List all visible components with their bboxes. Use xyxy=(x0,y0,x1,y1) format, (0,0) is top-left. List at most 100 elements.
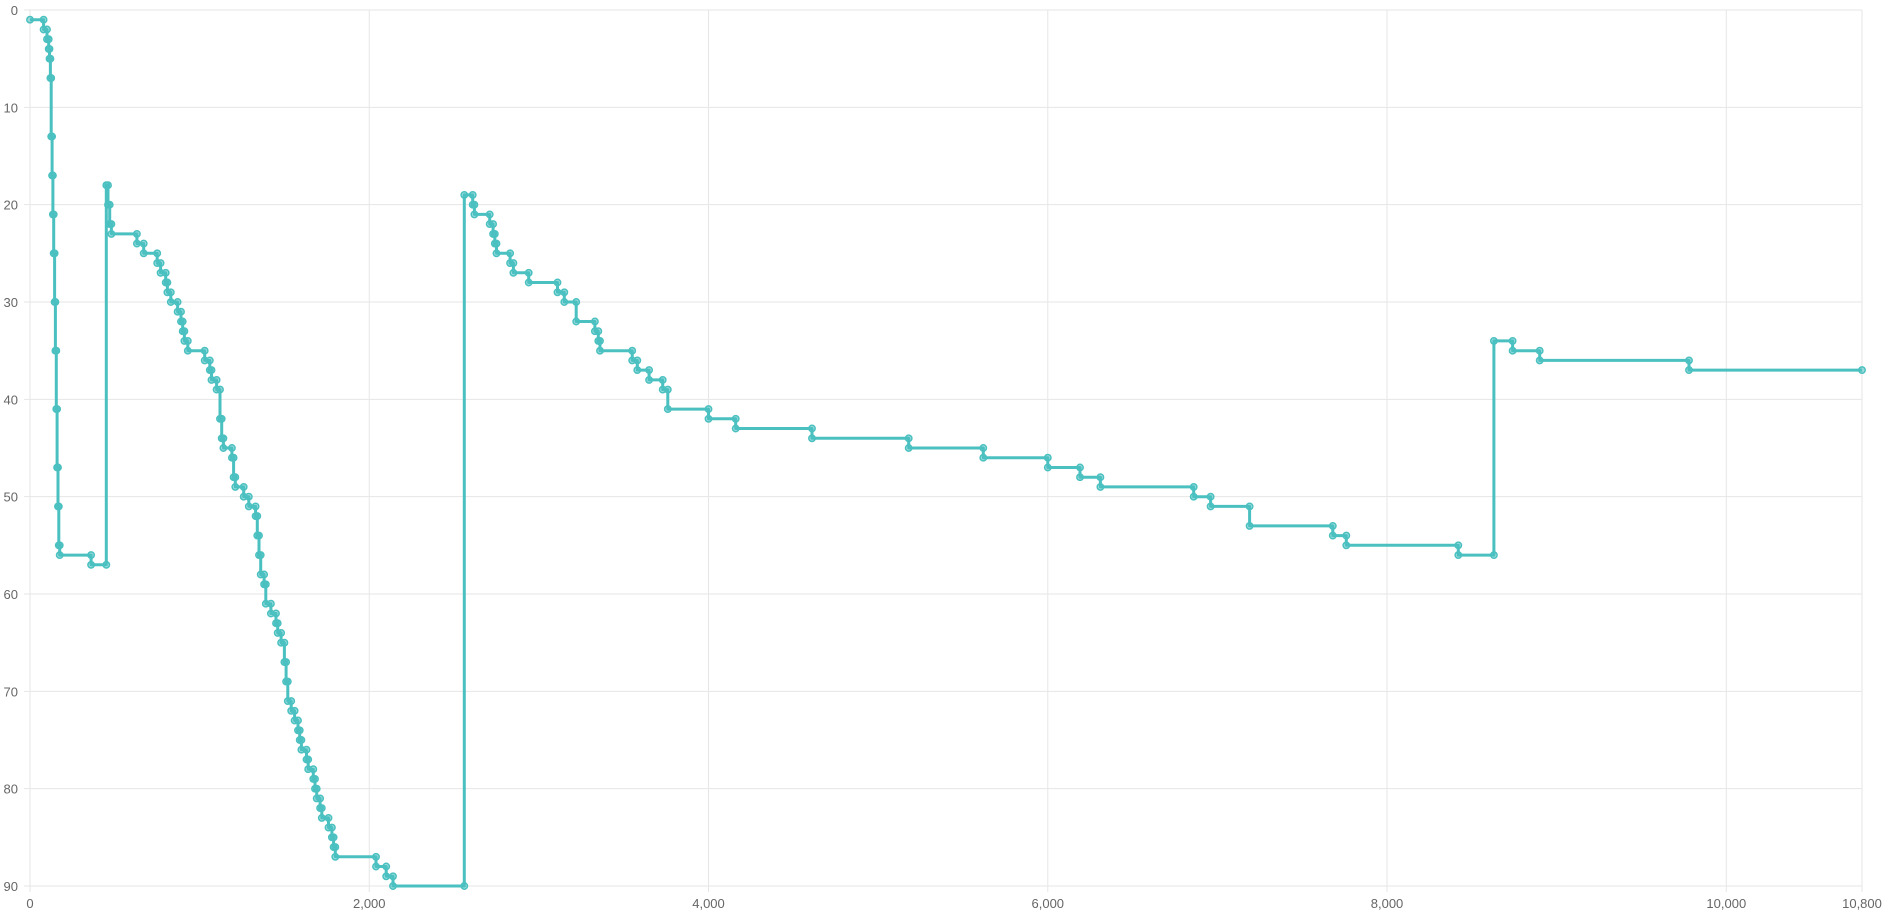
data-point xyxy=(294,716,302,725)
data-point xyxy=(553,278,562,287)
data-point xyxy=(261,580,270,589)
x-tick-label: 10,000 xyxy=(1706,896,1746,911)
data-point xyxy=(219,444,228,452)
x-tick-label: 8,000 xyxy=(1371,896,1404,911)
y-tick-label: 60 xyxy=(4,587,18,602)
x-tick-label: 6,000 xyxy=(1032,896,1065,911)
data-point xyxy=(560,298,569,306)
data-point xyxy=(229,453,238,462)
data-point xyxy=(244,492,253,501)
data-point xyxy=(731,424,740,433)
data-point xyxy=(1342,541,1351,550)
data-point xyxy=(311,774,319,783)
data-point xyxy=(645,375,654,384)
data-point xyxy=(1535,356,1544,365)
data-point xyxy=(808,434,816,443)
y-tick-label: 80 xyxy=(4,782,18,797)
data-point xyxy=(139,249,148,258)
data-point xyxy=(87,551,96,560)
data-point xyxy=(163,278,172,287)
x-tick-label: 4,000 xyxy=(692,896,725,911)
data-point xyxy=(663,405,672,414)
data-point xyxy=(302,745,311,754)
data-point xyxy=(1245,502,1254,511)
data-point xyxy=(1685,356,1693,365)
data-point xyxy=(731,414,740,423)
x-tick-label: 0 xyxy=(26,896,33,911)
data-point xyxy=(1454,541,1463,550)
data-point xyxy=(260,570,269,579)
data-point xyxy=(227,444,236,452)
data-point xyxy=(808,424,816,433)
data-point xyxy=(272,609,280,618)
data-point xyxy=(256,551,265,560)
data-point xyxy=(524,268,533,277)
data-point xyxy=(658,375,667,384)
data-point xyxy=(39,15,48,24)
data-point xyxy=(524,278,533,287)
data-point xyxy=(389,882,397,890)
data-point xyxy=(282,658,291,667)
data-point xyxy=(253,512,262,521)
data-point xyxy=(979,444,988,452)
data-point xyxy=(107,220,116,229)
data-point xyxy=(139,239,148,248)
data-point xyxy=(1189,492,1198,501)
data-point xyxy=(560,288,569,297)
data-point xyxy=(704,405,713,414)
y-tick-label: 0 xyxy=(11,3,18,18)
data-point xyxy=(178,317,187,326)
data-point xyxy=(704,414,713,423)
data-point xyxy=(485,210,494,219)
data-point xyxy=(904,434,913,443)
data-point xyxy=(1096,482,1105,491)
data-point xyxy=(1206,492,1215,501)
data-point xyxy=(48,132,57,141)
grid xyxy=(24,9,1863,892)
data-point xyxy=(45,44,54,53)
data-point xyxy=(1508,346,1517,355)
data-point xyxy=(1489,336,1498,345)
data-point xyxy=(183,336,192,345)
data-point xyxy=(200,346,209,355)
x-tick-label: 2,000 xyxy=(353,896,386,911)
data-point xyxy=(594,327,603,336)
data-point xyxy=(490,229,499,238)
data-point xyxy=(1096,473,1105,482)
data-point xyxy=(1454,551,1463,560)
data-point xyxy=(156,259,165,268)
data-point xyxy=(273,619,282,628)
data-point xyxy=(324,813,333,822)
y-tick-label: 10 xyxy=(4,100,18,115)
data-point xyxy=(372,852,380,861)
data-point xyxy=(55,541,64,550)
data-point xyxy=(231,473,240,482)
data-point xyxy=(283,677,292,686)
data-point xyxy=(628,346,637,355)
data-point xyxy=(1206,502,1215,511)
data-point xyxy=(177,307,185,316)
data-point xyxy=(1076,473,1084,482)
data-point xyxy=(216,385,224,394)
data-point xyxy=(290,706,299,715)
data-point xyxy=(183,346,192,355)
data-point xyxy=(244,502,253,511)
data-point xyxy=(1076,463,1084,472)
data-point xyxy=(389,872,397,881)
data-point xyxy=(212,375,221,384)
data-point xyxy=(132,229,141,238)
data-point xyxy=(312,784,321,793)
data-point xyxy=(166,288,175,297)
data-point xyxy=(663,385,672,394)
data-point xyxy=(633,356,642,365)
data-point xyxy=(26,15,34,24)
data-point xyxy=(329,833,338,842)
data-point xyxy=(255,531,263,540)
points xyxy=(26,15,1866,890)
data-point xyxy=(317,813,326,822)
data-point xyxy=(277,628,286,637)
data-point xyxy=(509,268,518,277)
data-point xyxy=(205,356,214,365)
data-point xyxy=(280,638,289,647)
